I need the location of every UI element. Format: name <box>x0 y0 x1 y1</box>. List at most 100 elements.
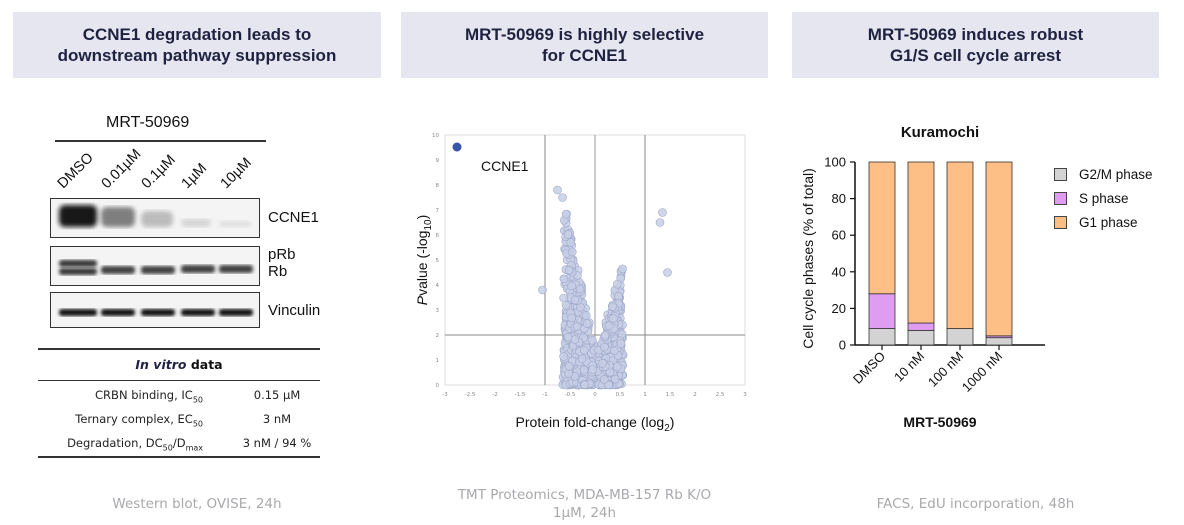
legend-label-s: S phase <box>1079 191 1129 206</box>
prb-band-dmso <box>59 260 97 267</box>
volcano-point <box>581 381 589 389</box>
bar-category-label: 10 nM <box>891 349 927 385</box>
volcano-point <box>562 210 570 218</box>
middle-panel-header: MRT-50969 is highly selective for CCNE1 <box>401 12 768 78</box>
volcano-point <box>580 366 588 374</box>
bar-segment-g2m <box>947 329 973 345</box>
bar-segment-g1 <box>986 162 1012 336</box>
y-tick-label: 0 <box>436 383 440 389</box>
legend-swatch-g2m <box>1054 168 1067 181</box>
table-row: CRBN binding, IC50 0.15 µM <box>38 384 320 406</box>
vinculin-band-10 <box>219 309 253 316</box>
volcano-point <box>565 370 573 378</box>
right-caption: FACS, EdU incorporation, 48h <box>792 495 1159 513</box>
volcano-point <box>578 355 586 363</box>
bar-y-tick-label: 20 <box>832 301 846 316</box>
right-header-line2: G1/S cell cycle arrest <box>868 45 1083 66</box>
bar-segment-s <box>908 323 934 330</box>
blot-ccne1 <box>50 198 260 238</box>
volcano-point <box>568 282 576 290</box>
volcano-point <box>571 296 579 304</box>
blot-vinculin-bands <box>51 293 260 328</box>
ccne1-band-1 <box>181 219 211 227</box>
y-tick-label: 6 <box>436 233 440 239</box>
x-tick-label: -2.5 <box>465 392 476 398</box>
volcano-point <box>656 219 664 227</box>
volcano-point <box>619 265 627 273</box>
lane-label-dmso: DMSO <box>55 150 97 192</box>
volcano-point <box>598 359 606 367</box>
table-title-rest: data <box>191 357 223 372</box>
vinculin-band-dmso <box>59 309 97 316</box>
bar-chart-title: Kuramochi <box>901 124 979 141</box>
legend-swatch-s <box>1054 192 1067 205</box>
table-bottom-rule <box>38 456 320 458</box>
lane-label-1: 1µM <box>179 161 210 192</box>
bar-segment-g1 <box>908 162 934 323</box>
x-tick-label: 0.5 <box>616 392 625 398</box>
volcano-point <box>565 266 573 274</box>
volcano-hit-ccne1 <box>453 143 462 152</box>
table-row: Degradation, DC50/Dmax 3 nM / 94 % <box>38 432 320 454</box>
bar-segment-g1 <box>947 162 973 329</box>
volcano-point <box>560 275 568 283</box>
volcano-point <box>580 346 588 354</box>
volcano-y-axis-title: Pvalue (-log10) <box>414 215 434 306</box>
y-tick-label: 9 <box>436 158 440 164</box>
volcano-point <box>562 301 570 309</box>
ccne1-band-0.1 <box>141 211 173 227</box>
middle-caption-line1: TMT Proteomics, MDA-MB-157 Rb K/O <box>401 486 768 504</box>
left-caption: Western blot, OVISE, 24h <box>13 495 381 513</box>
volcano-point <box>609 315 617 323</box>
volcano-point <box>539 286 547 294</box>
volcano-point <box>613 363 621 371</box>
x-tick-label: 2.5 <box>716 392 725 398</box>
lane-label-0.01: 0.01µM <box>99 146 145 192</box>
left-header-line2: downstream pathway suppression <box>58 45 337 66</box>
vinculin-band-0.1 <box>141 309 175 316</box>
table-row-value: 3 nM <box>236 412 318 426</box>
volcano-plot: 0 1 2 3 4 5 6 7 8 9 10 -3 -2.5 -2 -1.5 -1 -0.5 0 0.5 1 1.5 2 2… <box>410 125 755 445</box>
x-tick-label: 1.5 <box>666 392 675 398</box>
blot-ccne1-bands <box>51 199 260 238</box>
blot-label-vinculin: Vinculin <box>268 302 320 319</box>
blot-vinculin <box>50 292 260 328</box>
volcano-point <box>565 362 573 370</box>
bar-y-tick-label: 100 <box>824 155 846 170</box>
y-tick-label: 1 <box>436 358 440 364</box>
volcano-point <box>589 366 597 374</box>
middle-caption: TMT Proteomics, MDA-MB-157 Rb K/O 1µM, 2… <box>401 486 768 522</box>
y-tick-label: 10 <box>432 133 439 139</box>
right-header-line1: MRT-50969 induces robust <box>868 24 1083 45</box>
volcano-point <box>609 303 617 311</box>
bar-segment-g2m <box>986 338 1012 345</box>
rb-band-0.1 <box>141 266 175 274</box>
rb-band-1 <box>181 265 215 273</box>
ccne1-band-10 <box>219 221 251 227</box>
bar-y-axis-title: Cell cycle phases (% of total) <box>800 168 816 349</box>
table-row-key: Ternary complex, EC50 <box>75 412 203 428</box>
x-tick-label: 1 <box>643 392 647 398</box>
blot-rb <box>50 246 260 286</box>
middle-caption-line2: 1µM, 24h <box>401 504 768 522</box>
blot-label-ccne1: CCNE1 <box>268 209 319 226</box>
volcano-point <box>600 375 608 383</box>
middle-header-line2: for CCNE1 <box>465 45 704 66</box>
volcano-point <box>560 294 568 302</box>
legend-item-s: S phase <box>1054 190 1129 206</box>
y-tick-label: 3 <box>436 308 440 314</box>
volcano-point <box>617 339 625 347</box>
bar-segment-s <box>869 294 895 329</box>
lane-label-0.1: 0.1µM <box>139 152 179 192</box>
bar-y-tick-label: 40 <box>832 264 846 279</box>
y-tick-label: 7 <box>436 208 440 214</box>
table-row: Ternary complex, EC50 3 nM <box>38 408 320 430</box>
volcano-point <box>568 248 576 256</box>
x-tick-label: -0.5 <box>565 392 576 398</box>
rb-band-0.01 <box>101 266 135 274</box>
lane-label-10: 10µM <box>218 155 255 192</box>
volcano-point <box>611 375 619 383</box>
legend-label-g1: G1 phase <box>1079 215 1138 230</box>
volcano-point <box>659 209 667 217</box>
